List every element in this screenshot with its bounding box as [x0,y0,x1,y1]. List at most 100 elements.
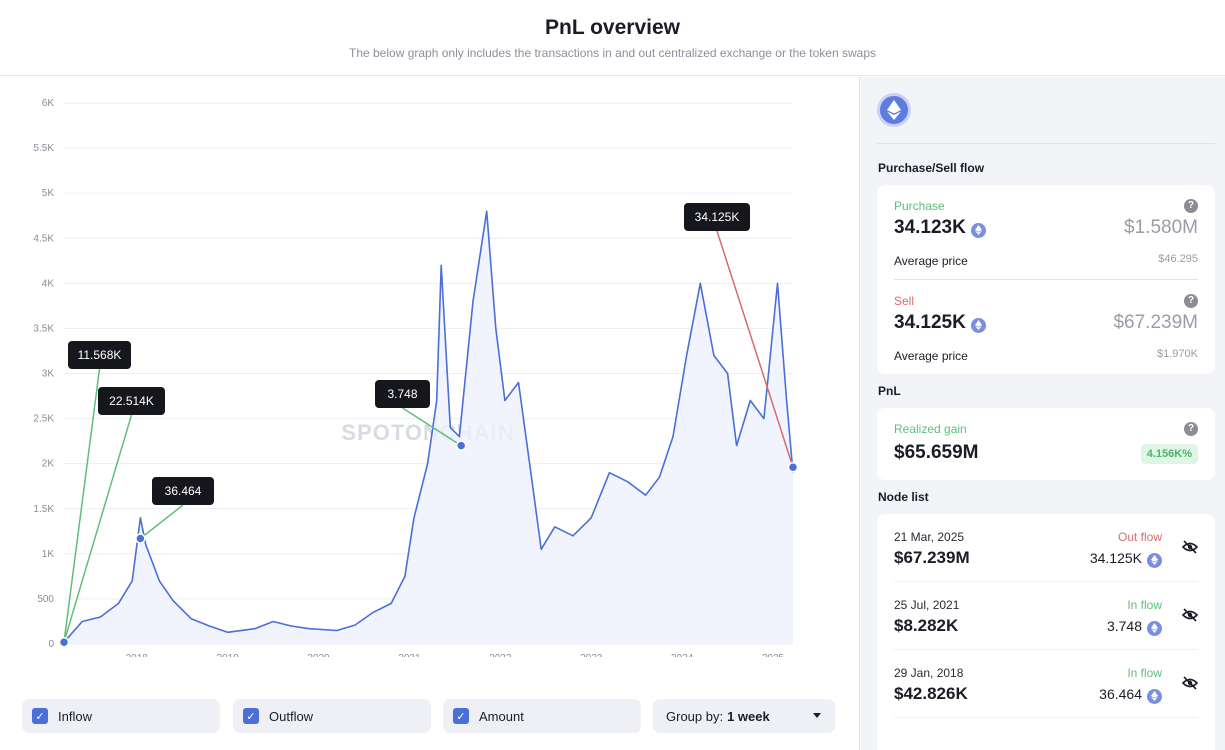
y-tick-label: 3.5K [33,323,54,334]
callout-connector [402,407,462,447]
callout-label: 11.568K [78,348,122,362]
purchase-amount-row: 34.123K $1.580M [894,217,1198,239]
y-tick-label: 5K [42,188,55,199]
callout-connector [139,504,184,540]
chart-controls: ✓ Inflow ✓ Outflow ✓ Amount Group by: 1 … [22,699,842,733]
callout-connector [716,230,794,468]
groupby-value: 1 week [727,708,770,724]
sell-avg-label: Average price [894,349,968,363]
chart-area: 0 500 1K 1.5K 2K 2.5K 3K 3.5K 4K 4.5K 5K 5.5K 6K 2018… [0,77,858,750]
help-icon[interactable]: ? [1184,199,1198,213]
y-tick-label: 3K [42,369,55,380]
hide-eye-icon[interactable] [1181,608,1199,627]
y-tick-label: 1.5K [33,504,54,515]
eth-icon [1147,552,1162,568]
node-list-title: Node list [878,490,929,504]
hide-eye-icon[interactable] [1181,540,1199,559]
node-flow: Out flow [1117,530,1162,544]
y-tick-label: 6K [42,98,55,109]
node-usd: $67.239M [894,548,970,567]
y-tick-label: 4.5K [33,233,54,244]
node-amount-row: 3.748 [1107,618,1162,636]
outflow-toggle[interactable]: ✓ Outflow [233,699,431,733]
series-area [64,211,793,644]
x-tick-label: 2020 [307,653,330,657]
sell-label: Sell [894,294,915,308]
page-header: PnL overview The below graph only includ… [0,0,1225,76]
x-tick-label: 2021 [398,653,421,657]
y-tick-label: 2.5K [33,414,54,425]
list-item[interactable]: 21 Mar, 2025 $67.239M Out flow 34.125K [894,514,1199,582]
sell-avg-row: Average price $1.970K [894,347,1198,365]
eth-icon [1147,688,1162,704]
purchase-usd: $1.580M [1124,217,1198,238]
x-tick-label: 2024 [671,653,694,657]
divider [894,279,1198,280]
node-usd: $8.282K [894,616,959,635]
node-flow: In flow [1127,598,1162,612]
eth-icon [970,317,986,333]
callout-label: 36.464 [165,484,202,498]
data-point-marker [58,636,70,648]
amount-label: Amount [479,708,524,724]
x-tick-label: 2018 [126,653,149,657]
callout-3: 36.464 [135,477,214,544]
x-tick-label: 2019 [216,653,239,657]
inflow-label: Inflow [58,708,92,724]
node-amount: 36.464 [1099,686,1142,702]
node-list: 21 Mar, 2025 $67.239M Out flow 34.125K 2… [877,514,1215,750]
y-tick-label: 2K [42,459,55,470]
callout-4: 3.748 [375,380,467,451]
amount-toggle[interactable]: ✓ Amount [443,699,641,733]
node-date: 21 Mar, 2025 [894,530,965,544]
checkbox-checked-icon[interactable]: ✓ [32,708,48,724]
groupby-select[interactable]: Group by: 1 week [653,699,835,733]
list-item[interactable]: 25 Jul, 2021 $8.282K In flow 3.748 [894,582,1199,650]
series-line [63,210,794,643]
hide-eye-icon[interactable] [1181,676,1199,695]
callout-box [375,380,430,408]
data-point-marker [787,462,799,473]
pnl-block: Realized gain ? $65.659M 4.156K% [894,420,1198,476]
callout-2: 22.514K [58,387,165,648]
callout-box [68,341,131,369]
purchase-amount: 34.123K [894,217,966,238]
purchase-avg-row: Average price $46.295 [894,252,1198,270]
pnl-section-title: PnL [878,384,901,398]
purchase-block: Purchase ? 34.123K $1.580M Average price… [894,197,1198,277]
pnl-card: Realized gain ? $65.659M 4.156K% [877,408,1215,480]
help-icon[interactable]: ? [1184,294,1198,308]
x-tick-label: 2022 [489,653,512,657]
eth-icon [1147,620,1162,636]
purchase-sell-card: Purchase ? 34.123K $1.580M Average price… [877,185,1215,374]
eth-icon [970,222,986,238]
help-icon[interactable]: ? [1184,422,1198,436]
x-tick-label: 2023 [580,653,603,657]
callout-box [684,203,750,231]
sidebar: Purchase/Sell flow Purchase ? 34.123K $1… [859,77,1225,750]
node-amount-row: 34.125K [1090,550,1162,568]
y-tick-label: 1K [42,549,55,560]
pnl-chart[interactable]: 0 500 1K 1.5K 2K 2.5K 3K 3.5K 4K 4.5K 5K 5.5K 6K 2018… [0,77,858,657]
sell-block: Sell ? 34.125K $67.239M Average price $1… [894,292,1198,372]
page-subtitle: The below graph only includes the transa… [349,46,876,60]
list-item[interactable]: 29 Jan, 2018 $42.826K In flow 36.464 [894,650,1199,718]
checkbox-checked-icon[interactable]: ✓ [243,708,259,724]
callout-connector [63,368,101,643]
node-amount: 3.748 [1106,618,1142,634]
inflow-toggle[interactable]: ✓ Inflow [22,699,220,733]
data-point-marker [455,440,467,451]
y-tick-label: 4K [42,278,55,289]
node-flow: In flow [1127,666,1162,680]
node-amount-row: 36.464 [1099,686,1162,704]
y-tick-label: 500 [37,594,54,605]
x-tick-label: 2025 [762,653,785,657]
purchase-avg-label: Average price [894,254,968,268]
sell-amount: 34.125K [894,312,966,333]
callout-box [152,477,214,505]
sell-usd: $67.239M [1113,312,1198,333]
checkbox-checked-icon[interactable]: ✓ [453,708,469,724]
data-point-marker [135,533,146,544]
groupby-label: Group by: [666,708,724,724]
callout-label: 3.748 [387,387,417,401]
